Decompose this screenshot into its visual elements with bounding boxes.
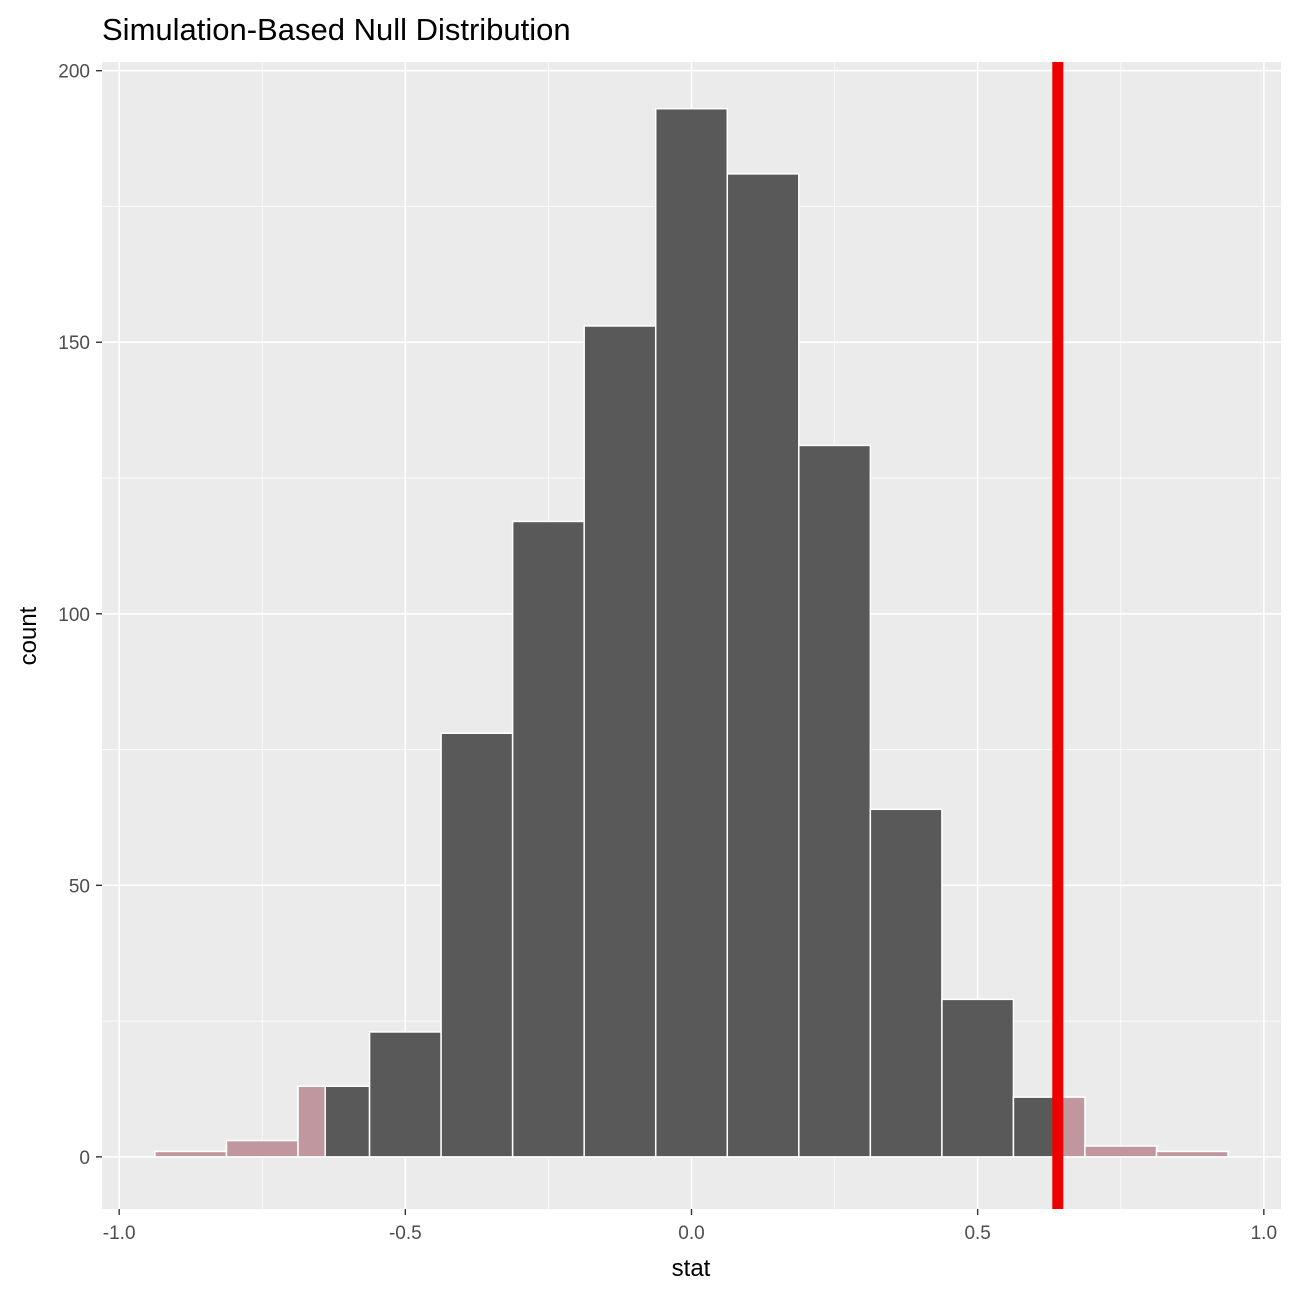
x-tick-label: 0.0 [678, 1223, 704, 1244]
y-tick-label: 100 [58, 605, 90, 626]
histogram-bar [726, 173, 800, 1158]
shaded-bar-segment [297, 1085, 326, 1158]
histogram-bar [440, 732, 514, 1158]
y-tick-label: 150 [58, 333, 90, 354]
histogram-bar [511, 520, 585, 1158]
x-tick-label: 1.0 [1251, 1223, 1277, 1244]
shaded-bar-segment [154, 1150, 228, 1158]
x-tick-label: -1.0 [103, 1223, 136, 1244]
shaded-region [154, 1085, 1229, 1158]
histogram-bar [368, 1031, 442, 1158]
histogram-bar [583, 325, 657, 1158]
plot-title: Simulation-Based Null Distribution [102, 12, 571, 47]
shaded-bar-segment [225, 1139, 299, 1158]
shaded-bar-segment [1084, 1145, 1158, 1158]
x-tick-label: -0.5 [389, 1223, 422, 1244]
x-axis-title: stat [672, 1255, 711, 1282]
histogram-bar [941, 998, 1015, 1158]
y-tick-label: 50 [69, 876, 90, 897]
x-tick-label: 0.5 [964, 1223, 990, 1244]
histogram-bar [869, 808, 943, 1158]
shaded-bar-segment [1155, 1150, 1229, 1158]
y-axis-title: count [15, 606, 42, 665]
y-tick-label: 200 [58, 62, 90, 83]
histogram-bar [654, 107, 729, 1158]
y-tick-label: 0 [79, 1148, 90, 1169]
axes: -1.0 -0.5 0.0 0.5 1.0 0 50 100 150 200 [58, 62, 1277, 1244]
histogram-bar [798, 444, 872, 1158]
